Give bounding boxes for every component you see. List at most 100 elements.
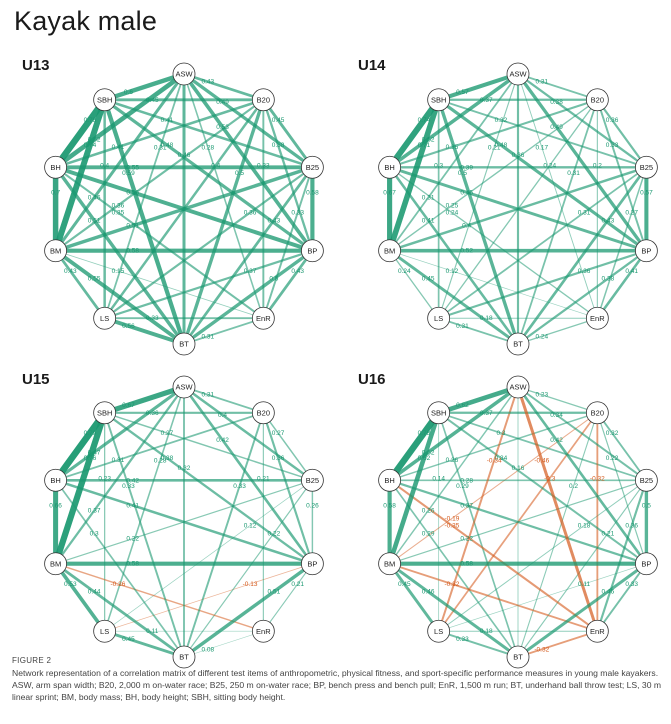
edge-label: 0.28: [201, 144, 214, 151]
edge-label: 0.67: [122, 402, 135, 409]
edge-label: 0.29: [422, 530, 435, 537]
node-b25: [300, 155, 324, 179]
edge-BP-EnR: [596, 562, 648, 633]
edge-label: 0.5: [642, 502, 651, 509]
edge-label: 0.33: [625, 581, 638, 588]
edge-label: 0.43: [64, 268, 77, 275]
edge-label: 0.45: [460, 189, 473, 196]
edge-label: 0.47: [88, 449, 101, 456]
edge-label: 0.56: [122, 323, 135, 330]
edge-label: 0.42: [550, 437, 563, 444]
edge-label: 0.44: [88, 589, 101, 596]
node-label-ls: LS: [100, 627, 109, 636]
edge-BP-BT: [516, 562, 648, 659]
edge-label: 0.36: [146, 410, 159, 417]
node-label-b25: B25: [306, 163, 319, 172]
edge-BM-ASW: [388, 386, 519, 565]
node-label-ls: LS: [100, 314, 109, 323]
edge-BT-EnR: [517, 317, 599, 345]
edge-label: 0.4: [211, 162, 220, 169]
edge-ASW-B25: [182, 385, 314, 482]
edge-label: 0.43: [291, 268, 304, 275]
edge-BM-EnR: [389, 250, 598, 319]
edge-label: 0.78: [418, 430, 431, 437]
node-label-bh: BH: [50, 476, 60, 485]
node-b20: [585, 88, 609, 112]
edge-label: 0.53: [216, 124, 229, 131]
edge-BH-BT: [53, 165, 186, 346]
node-bt: [506, 645, 530, 669]
edge-ASW-B25: [516, 72, 648, 169]
node-label-bp: BP: [307, 246, 317, 255]
node-label-enr: EnR: [590, 314, 605, 323]
node-b20: [585, 401, 609, 425]
edge-label: 0.45: [146, 97, 159, 104]
edge-label: -0.13: [243, 581, 258, 588]
edge-label: 0.74: [84, 142, 97, 149]
edge-label: 0.27: [272, 430, 285, 437]
node-asw: [172, 62, 196, 86]
edge-SBH-BH: [52, 96, 108, 171]
edge-B20-B25: [262, 412, 314, 482]
edge-label: 0.4: [100, 162, 109, 169]
edge-label: 0.24: [535, 333, 548, 340]
edge-label: 0.36: [625, 523, 638, 530]
edge-label: 0.33: [606, 142, 619, 149]
edge-label: 0.31: [422, 195, 435, 202]
edge-BM-LS: [54, 249, 107, 320]
edge-ASW-BP: [182, 385, 314, 566]
edge-B20-B25: [596, 98, 648, 169]
edge-label: 0.22: [606, 455, 619, 462]
edge-BP-BT: [182, 561, 315, 659]
node-sbh: [427, 88, 451, 112]
node-bh: [44, 468, 68, 492]
edge-label: -0.32: [445, 581, 460, 588]
edge-BH-B20: [54, 411, 265, 482]
edge-BM-ASW: [54, 385, 186, 565]
edge-B25-LS: [104, 479, 313, 632]
edge-label: 0.38: [550, 99, 563, 106]
edge-label: -0.26: [111, 581, 126, 588]
edge-label: 0.62: [418, 455, 431, 462]
figure-caption: Network representation of a correlation …: [12, 668, 662, 702]
node-label-bh: BH: [50, 163, 60, 172]
node-label-bm: BM: [384, 559, 395, 568]
node-label-asw: ASW: [175, 383, 193, 392]
node-label-bt: BT: [513, 653, 523, 662]
panel-title-u14: U14: [358, 57, 386, 74]
node-asw: [506, 62, 530, 86]
edge-BP-LS: [104, 563, 313, 632]
edge-label: 0.3: [90, 530, 99, 537]
node-label-bh: BH: [384, 163, 394, 172]
edge-label: 0.15: [112, 268, 125, 275]
edge-label: 0.57: [456, 89, 469, 96]
edge-label: 0.37: [88, 508, 101, 515]
edge-BM-BT: [388, 249, 520, 346]
edge-label: 0.26: [422, 508, 435, 515]
edge-B20-BP: [596, 412, 647, 565]
node-asw: [172, 375, 196, 399]
node-asw: [506, 375, 530, 399]
edge-label: 0.21: [257, 475, 270, 482]
edge-label: -0.32: [534, 646, 549, 653]
edge-label: 0.46: [602, 589, 615, 596]
node-bm: [44, 552, 68, 576]
edge-label: 0.3: [434, 162, 443, 169]
edge-B25-BT: [517, 479, 647, 658]
edge-BM-EnR: [388, 562, 599, 633]
edge-SBH-BM: [52, 96, 108, 254]
edge-label: 0.33: [122, 483, 135, 490]
node-bp: [300, 552, 324, 576]
edge-label: 0.46: [178, 152, 191, 159]
edge-label: 0.11: [578, 581, 591, 588]
edge-label: 0.5: [458, 170, 467, 177]
edge-BP-LS: [103, 249, 314, 320]
edge-label: 0.16: [512, 465, 525, 472]
edge-label: 0.43: [602, 217, 615, 224]
edge-BP-EnR: [262, 563, 313, 632]
edge-label: 0.37: [480, 410, 493, 417]
edge-SBH-BT: [103, 411, 185, 658]
panel-title-u15: U15: [22, 371, 50, 388]
edge-label: 0.6: [124, 89, 133, 96]
